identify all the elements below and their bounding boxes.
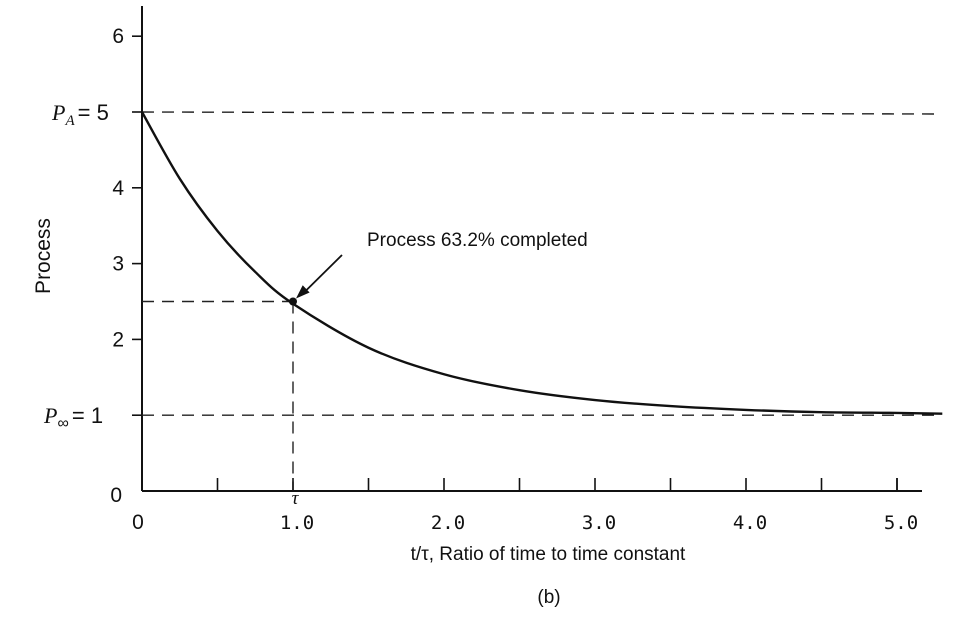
y-tick-label: 6 [112,25,124,48]
x-tick-label: 2.0 [431,512,465,534]
pinf-label-main: P [43,403,57,428]
x-tick-label: 4.0 [733,512,767,534]
figure-caption: (b) [537,587,560,608]
y-tick-label: 4 [112,177,124,200]
pinf-label-value: = 1 [72,403,103,428]
x-axis-title: t/τ, Ratio of time to time constant [411,544,686,565]
pinf-label: P∞ = 1 [43,403,103,432]
x-tick-label: 1.0 [280,512,314,534]
annotation-arrow [301,254,343,296]
y-tick-label: 3 [112,253,124,276]
pa-label-main: P [51,100,65,125]
annotation-text: Process 63.2% completed [367,230,588,251]
x-tick-label: 3.0 [582,512,616,534]
annotation-arrow-head [296,285,310,299]
y-tick-label: 0 [110,484,122,507]
tau-point-marker [289,297,297,306]
x-tick-label: 5.0 [884,512,918,534]
pinf-label-sub: ∞ [57,415,68,432]
y-axis-title: Process [32,218,55,294]
decay-curve [140,111,943,415]
pa-reference-line [141,111,936,115]
pa-label: PA = 5 [51,100,109,129]
x-tick-label: 0 [132,511,144,534]
y-tick-label: 2 [112,328,124,351]
pa-label-value: = 5 [78,100,109,125]
tau-label: τ [292,488,300,509]
pa-label-sub: A [64,113,75,129]
